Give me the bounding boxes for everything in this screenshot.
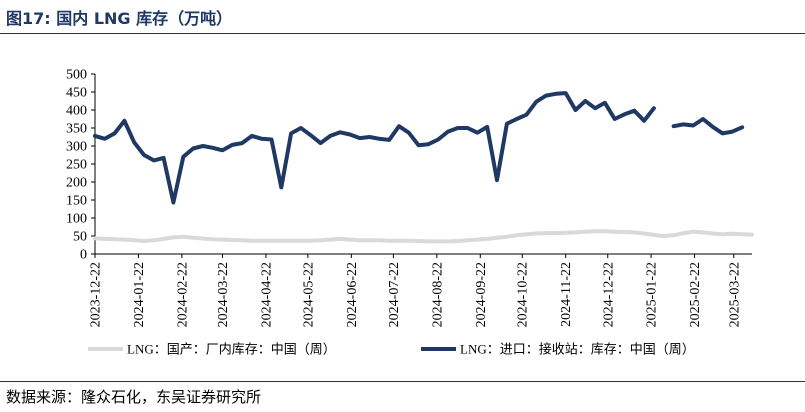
series-line-domestic xyxy=(93,229,754,244)
x-tick-label: 2025-01-22 xyxy=(645,262,660,327)
y-tick-label: 450 xyxy=(66,86,87,101)
series-layer xyxy=(93,91,754,244)
chart: 0 50 100 150 200 250 300 350 400 450 500 2023-12-2… xyxy=(66,68,754,357)
x-tick-label: 2023-12-22 xyxy=(89,262,104,327)
y-tick-label: 500 xyxy=(66,68,87,83)
y-tick-label: 100 xyxy=(66,212,87,227)
x-tick-label: 2025-03-22 xyxy=(727,262,742,327)
y-tick-label: 0 xyxy=(80,248,87,263)
x-tick-label: 2024-06-22 xyxy=(345,262,360,327)
source-note: 数据来源：隆众石化，东吴证券研究所 xyxy=(6,388,262,406)
x-tick-label: 2025-02-22 xyxy=(688,262,703,327)
y-tick-label: 400 xyxy=(66,104,87,119)
x-tick-label: 2024-03-22 xyxy=(216,262,231,327)
legend: LNG：国产：厂内库存：中国（周） LNG：进口：接收站：库存：中国（周） xyxy=(88,342,695,357)
source-divider xyxy=(0,381,805,382)
x-tick-label: 2024-12-22 xyxy=(601,262,616,327)
x-tick-label: 2024-05-22 xyxy=(301,262,316,327)
x-tick-label: 2024-04-22 xyxy=(259,262,274,327)
y-tick-label: 250 xyxy=(66,158,87,173)
x-tick-label: 2024-08-22 xyxy=(430,262,445,327)
title-divider xyxy=(0,33,805,34)
y-tick-label: 150 xyxy=(66,194,87,209)
x-tick-label: 2024-10-22 xyxy=(516,262,531,327)
y-axis: 0 50 100 150 200 250 300 350 400 450 500 xyxy=(66,68,96,263)
figure-title: 图17: 国内 LNG 库存（万吨） xyxy=(6,5,232,29)
x-tick-label: 2024-11-22 xyxy=(559,262,574,327)
figure-title-text: 国内 LNG 库存（万吨） xyxy=(56,9,233,28)
y-tick-label: 350 xyxy=(66,122,87,137)
series-line-import xyxy=(93,91,656,205)
series-line-import xyxy=(671,117,745,136)
x-tick-label: 2024-01-22 xyxy=(132,262,147,327)
figure-label: 图17: xyxy=(6,9,51,28)
x-tick-label: 2024-07-22 xyxy=(387,262,402,327)
legend-label-domestic: LNG：国产：厂内库存：中国（周） xyxy=(127,342,336,357)
x-tick-label: 2024-02-22 xyxy=(175,262,190,327)
legend-label-import: LNG：进口：接收站：库存：中国（周） xyxy=(460,342,695,357)
y-tick-label: 300 xyxy=(66,140,87,155)
x-tick-label: 2024-09-22 xyxy=(474,262,489,327)
y-tick-label: 200 xyxy=(66,176,87,191)
y-tick-label: 50 xyxy=(73,230,87,245)
x-axis: 2023-12-22 2024-01-22 2024-02-22 2024-03-22… xyxy=(89,253,752,327)
